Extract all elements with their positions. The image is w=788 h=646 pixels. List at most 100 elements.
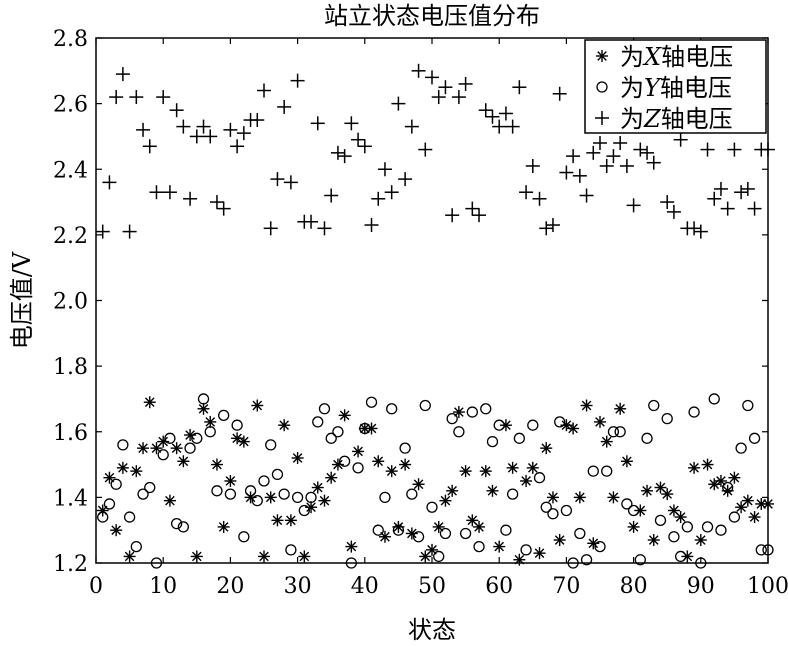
- z-voltage-point: [142, 139, 157, 154]
- x-voltage-point: [190, 550, 203, 563]
- x-voltage-point: [258, 550, 270, 563]
- y-voltage-point: [386, 403, 398, 415]
- z-voltage-point: [438, 80, 453, 95]
- z-voltage-point: [136, 122, 151, 137]
- x-voltage-point: [170, 442, 183, 455]
- x-voltage-point: [110, 524, 123, 537]
- z-voltage-point: [687, 221, 702, 236]
- y-voltage-point: [594, 540, 606, 553]
- y-voltage-point: [473, 540, 485, 553]
- y-voltage-point: [130, 540, 142, 553]
- x-voltage-point: [224, 474, 237, 487]
- x-voltage-point: [533, 547, 546, 560]
- z-voltage-point: [640, 145, 655, 160]
- z-voltage-point: [149, 185, 164, 200]
- z-voltage-point: [384, 185, 399, 200]
- x-tick-label: 50: [418, 574, 446, 599]
- x-voltage-point: [567, 422, 580, 435]
- x-voltage-point: [553, 534, 566, 547]
- y-voltage-point: [607, 426, 620, 438]
- z-voltage-point: [761, 142, 775, 157]
- z-voltage-point: [700, 142, 715, 157]
- z-voltage-point: [498, 106, 513, 121]
- x-voltage-point: [607, 491, 620, 504]
- x-tick-label: 20: [216, 574, 244, 599]
- y-voltage-point: [365, 396, 378, 408]
- y-voltage-point: [298, 504, 310, 517]
- x-voltage-point: [748, 511, 761, 524]
- y-voltage-point: [755, 544, 767, 556]
- z-voltage-point: [734, 185, 749, 200]
- x-voltage-point: [352, 445, 365, 458]
- x-voltage-point: [714, 474, 727, 487]
- x-voltage-point: [452, 406, 465, 419]
- x-voltage-point: [674, 511, 687, 524]
- x-voltage-point: [157, 435, 170, 448]
- x-voltage-point: [762, 497, 774, 510]
- y-voltage-point: [150, 557, 163, 569]
- z-voltage-point: [606, 149, 621, 164]
- y-tick-label: 2.2: [53, 224, 88, 249]
- x-voltage-point: [291, 452, 304, 464]
- z-voltage-point: [525, 158, 540, 173]
- x-voltage-point: [688, 461, 701, 474]
- x-voltage-point: [378, 530, 391, 543]
- z-voltage-point: [330, 145, 345, 160]
- x-voltage-point: [385, 465, 398, 478]
- x-voltage-point: [594, 415, 606, 428]
- z-voltage-point: [552, 86, 567, 101]
- z-voltage-point: [633, 142, 648, 157]
- x-voltage-point: [325, 471, 338, 484]
- x-voltage-point: [647, 534, 660, 547]
- y-voltage-point: [332, 426, 344, 438]
- y-voltage-point: [137, 488, 149, 500]
- z-voltage-point: [599, 158, 614, 173]
- z-voltage-point: [519, 185, 534, 200]
- y-voltage-point: [372, 524, 384, 536]
- x-tick-label: 70: [552, 574, 580, 599]
- z-voltage-point: [344, 116, 359, 131]
- z-voltage-point: [283, 175, 298, 190]
- z-voltage-point: [740, 181, 755, 196]
- z-voltage-point: [431, 90, 446, 105]
- z-voltage-point: [257, 83, 271, 98]
- z-voltage-point: [270, 172, 285, 187]
- y-voltage-point: [715, 524, 727, 536]
- x-voltage-point: [526, 461, 539, 474]
- x-tick-label: 30: [284, 574, 312, 599]
- z-voltage-point: [337, 149, 352, 164]
- z-voltage-point: [713, 181, 728, 196]
- z-voltage-point: [236, 126, 251, 141]
- x-voltage-point: [345, 540, 358, 553]
- z-voltage-point: [646, 155, 661, 170]
- x-voltage-point: [432, 520, 445, 533]
- z-voltage-point: [411, 63, 426, 78]
- legend-entry-label: 为X轴电压: [620, 43, 733, 71]
- z-voltage-point: [109, 90, 124, 105]
- x-voltage-point: [137, 442, 150, 455]
- y-voltage-point: [392, 524, 405, 536]
- y-voltage-point: [480, 403, 492, 415]
- x-voltage-point: [620, 455, 633, 468]
- z-voltage-point: [364, 218, 379, 233]
- y-voltage-point: [722, 481, 734, 494]
- x-voltage-point: [197, 402, 210, 415]
- y-voltage-point: [681, 521, 694, 533]
- z-voltage-point: [122, 224, 137, 239]
- y-voltage-point: [251, 495, 263, 507]
- z-voltage-point: [485, 109, 500, 124]
- x-tick-label: 60: [485, 574, 513, 599]
- x-voltage-point: [446, 484, 459, 497]
- z-voltage-point: [458, 76, 473, 91]
- x-voltage-point: [318, 494, 331, 507]
- z-voltage-point: [545, 218, 560, 233]
- x-voltage-point: [614, 402, 627, 415]
- y-voltage-point: [661, 412, 673, 425]
- y-tick-label: 2.4: [53, 158, 88, 183]
- x-voltage-point: [540, 442, 553, 455]
- x-voltage-point: [116, 461, 129, 474]
- z-voltage-point: [156, 90, 171, 105]
- x-voltage-point: [439, 494, 452, 507]
- z-voltage-point: [371, 191, 386, 206]
- z-voltage-point: [223, 122, 238, 137]
